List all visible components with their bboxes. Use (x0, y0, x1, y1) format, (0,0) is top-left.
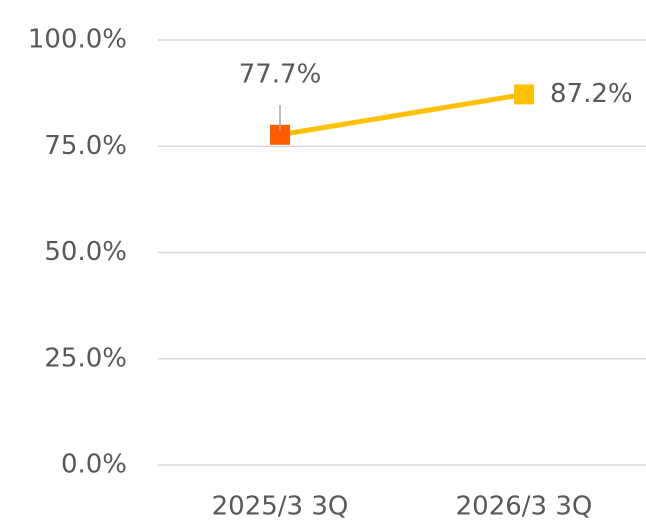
data-label: 77.7% (239, 60, 322, 90)
line (279, 91, 525, 138)
y-tick-label: 75.0% (44, 131, 127, 161)
marker (270, 124, 290, 145)
y-tick-label: 100.0% (28, 25, 127, 55)
y-tick-label: 50.0% (44, 237, 127, 267)
x-tick-label: 2026/3 3Q (456, 492, 593, 522)
marker (514, 84, 534, 105)
x-tick-label: 2025/3 3Q (212, 492, 349, 522)
y-tick-label: 0.0% (61, 450, 127, 480)
y-tick-label: 25.0% (44, 343, 127, 373)
data-label: 87.2% (550, 79, 633, 109)
